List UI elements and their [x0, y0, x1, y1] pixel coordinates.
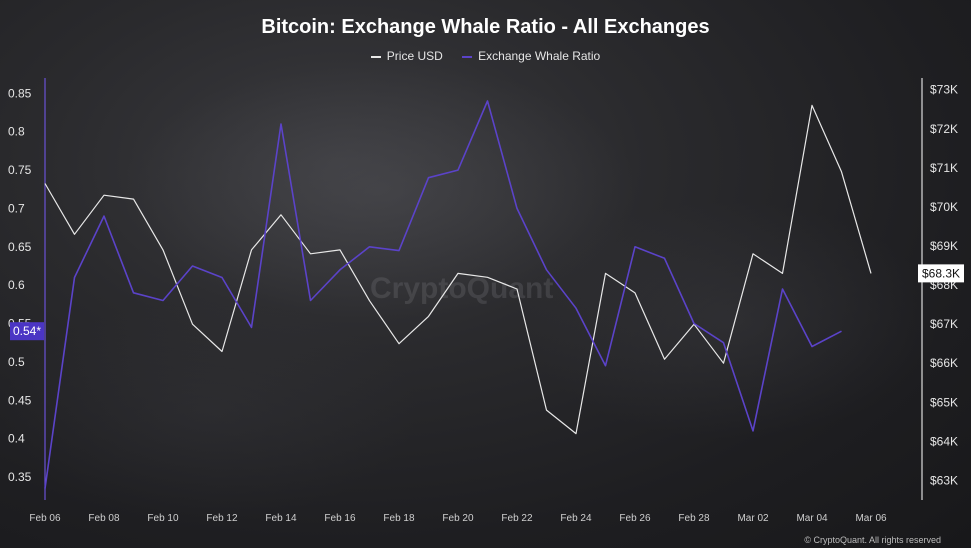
y-left-tick-label: 0.65	[8, 240, 32, 254]
legend-item-price[interactable]: Price USD	[370, 49, 443, 63]
x-tick-label: Mar 04	[796, 513, 828, 524]
price-current-badge	[918, 264, 964, 283]
whale-ratio-line	[44, 100, 842, 489]
legend-label-price: Price USD	[386, 49, 443, 63]
x-tick-label: Feb 24	[560, 513, 592, 524]
y-left-tick-label: 0.8	[8, 125, 25, 139]
y-left-tick-label: 0.35	[8, 470, 32, 484]
x-tick-label: Feb 12	[206, 513, 238, 524]
y-right-tick-label: $70K	[930, 200, 958, 214]
x-tick-label: Feb 06	[29, 513, 61, 524]
x-tick-label: Feb 18	[383, 513, 415, 524]
whale-ratio-current-label: 0.54*	[13, 324, 41, 338]
chart-title: Bitcoin: Exchange Whale Ratio - All Exch…	[261, 16, 710, 38]
y-right-tick-label: $64K	[930, 434, 958, 448]
y-left-tick-label: 0.4	[8, 432, 25, 446]
x-tick-label: Feb 16	[324, 513, 356, 524]
x-tick-label: Feb 28	[678, 513, 710, 524]
x-tick-label: Feb 14	[265, 513, 297, 524]
copyright-notice: © CryptoQuant. All rights reserved	[804, 535, 941, 545]
whale-ratio-current-badge	[10, 322, 44, 341]
y-right-tick-label: $69K	[930, 239, 958, 253]
x-tick-label: Feb 26	[619, 513, 651, 524]
x-tick-label: Mar 02	[737, 513, 769, 524]
y-right-tick-label: $63K	[930, 473, 958, 487]
y-left-tick-label: 0.75	[8, 163, 32, 177]
x-tick-label: Mar 06	[855, 513, 887, 524]
y-right-tick-label: $71K	[930, 161, 958, 175]
y-right-tick-label: $67K	[930, 317, 958, 331]
y-left-tick-label: 0.5	[8, 355, 25, 369]
chart-legend: Price USD Exchange Whale Ratio	[0, 49, 971, 63]
y-right-tick-label: $66K	[930, 356, 958, 370]
legend-item-whale-ratio[interactable]: Exchange Whale Ratio	[462, 49, 600, 63]
y-right-tick-label: $73K	[930, 83, 958, 97]
price-usd-line	[44, 104, 872, 435]
watermark: CryptoQuant	[370, 272, 554, 305]
y-right-tick-label: $72K	[930, 122, 958, 136]
price-current-label: $68.3K	[922, 266, 960, 280]
background-haze	[520, 200, 940, 440]
legend-swatch-price	[370, 55, 381, 58]
y-left-tick-label: 0.7	[8, 201, 25, 215]
y-left-tick-label: 0.45	[8, 393, 32, 407]
y-left-tick-label: 0.6	[8, 278, 25, 292]
background-haze	[120, 60, 640, 320]
x-tick-label: Feb 22	[501, 513, 533, 524]
x-tick-label: Feb 10	[147, 513, 179, 524]
x-tick-label: Feb 08	[88, 513, 120, 524]
legend-swatch-whale-ratio	[462, 55, 473, 58]
legend-label-whale-ratio: Exchange Whale Ratio	[478, 49, 601, 63]
y-right-tick-label: $65K	[930, 395, 958, 409]
background-haze	[0, 300, 420, 520]
y-left-tick-label: 0.85	[8, 86, 32, 100]
x-tick-label: Feb 20	[442, 513, 474, 524]
